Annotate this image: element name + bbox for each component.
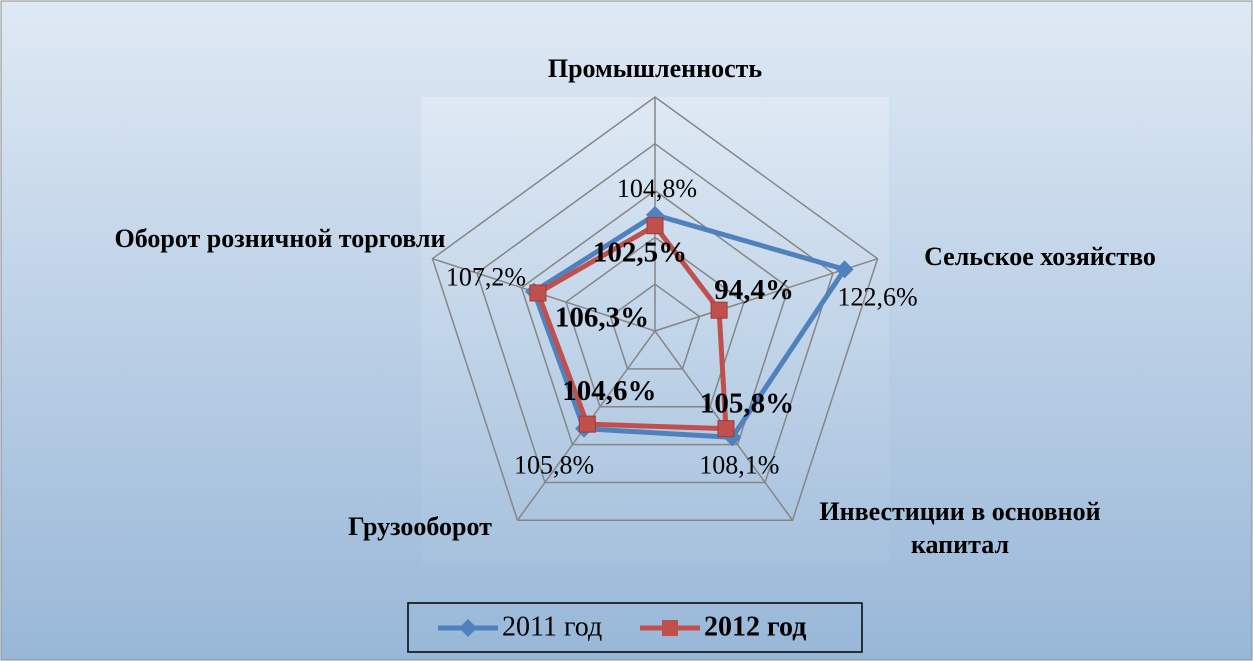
marker: [710, 301, 728, 319]
marker: [578, 415, 596, 433]
data-label: 94,4%: [714, 274, 794, 306]
legend-label: 2011 год: [502, 611, 602, 642]
marker: [529, 284, 547, 302]
series-line: [531, 212, 848, 440]
data-label: 107,2%: [446, 263, 526, 292]
marker: [646, 217, 664, 235]
data-label: 104,6%: [562, 375, 656, 407]
grid-ring: [609, 283, 701, 370]
legend-box: [407, 602, 863, 653]
data-label: 105,8%: [514, 451, 594, 480]
grid-ring: [431, 96, 879, 522]
data-label: 102,5%: [593, 236, 687, 268]
category-label: Сельское хозяйство: [924, 242, 1156, 271]
data-label: 106,3%: [555, 302, 649, 334]
series-line: [535, 223, 729, 432]
grid-ring: [476, 142, 834, 484]
legend-marker: [459, 619, 477, 637]
data-label: 104,8%: [617, 174, 697, 203]
marker: [835, 260, 854, 279]
legend-label: 2012 год: [704, 611, 806, 642]
category-label: Инвестиции в основной капитал: [819, 497, 1101, 559]
grid-ring: [565, 236, 745, 408]
category-label: Грузооборот: [348, 512, 492, 541]
category-label: Оборот розничной торговли: [114, 224, 446, 253]
legend-marker: [662, 620, 678, 636]
grid-ring: [520, 189, 790, 446]
marker: [717, 420, 735, 438]
data-label: 108,1%: [699, 450, 779, 479]
category-label: Промышленность: [547, 54, 763, 83]
data-label: 122,6%: [838, 282, 918, 311]
data-label: 105,8%: [700, 387, 794, 419]
